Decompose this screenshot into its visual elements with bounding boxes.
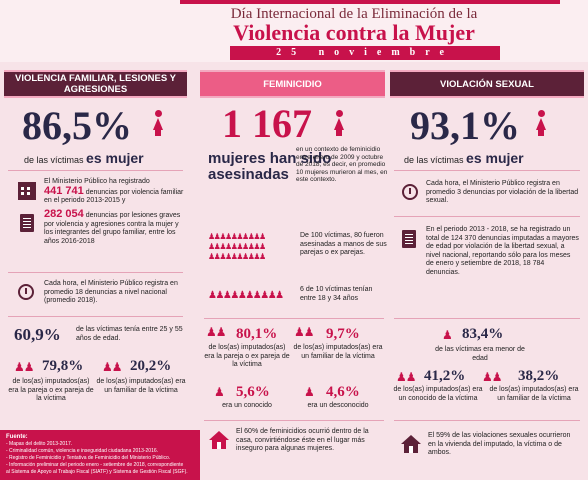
- building-icon: [18, 182, 36, 200]
- divider: [8, 272, 183, 273]
- mp-denuncias-text: El Ministerio Público ha registrado 441 …: [44, 178, 184, 204]
- stat-86-5: 86,5%: [22, 103, 132, 148]
- document-icon: [402, 230, 416, 248]
- divider: [204, 420, 384, 421]
- hora-text: Cada hora, el Ministerio Público registr…: [44, 280, 178, 304]
- column-violacion-sexual: VIOLACIÓN SEXUAL: [390, 70, 584, 98]
- stat-60-9: 60,9%: [14, 325, 61, 344]
- divider: [394, 216, 580, 217]
- age-icon-row: ♟♟♟♟♟♟♟♟♟♟: [208, 290, 284, 301]
- header-title-line1: Día Internacional de la Eliminación de l…: [230, 6, 478, 22]
- people-icon: ♟♟: [206, 325, 226, 339]
- clock-icon: [18, 284, 34, 300]
- column-feminicidio: FEMINICIDIO: [200, 70, 385, 98]
- column-violencia-familiar: VIOLENCIA FAMILIAR, LESIONES Y AGRESIONE…: [4, 70, 187, 98]
- section-band-feminicidio: FEMINICIDIO: [200, 70, 385, 98]
- stat-83-4: 83,4%: [462, 326, 504, 342]
- victims-icon-row: ♟♟♟♟♟♟♟♟♟♟: [208, 232, 266, 241]
- asesinadas-text: en un contexto de feminicidio entre ener…: [296, 146, 388, 183]
- woman-icon: [151, 110, 165, 141]
- people-icon: ♟♟: [294, 325, 314, 339]
- pareja-text: de los(as) imputados(as) era la pareja o…: [8, 378, 94, 402]
- section-band-violacion: VIOLACIÓN SEXUAL: [390, 70, 584, 98]
- stat-80-1: 80,1%: [236, 326, 278, 342]
- conocido-text: era un conocido: [222, 402, 272, 409]
- pareja-text: de los(as) imputados(as) era la pareja o…: [204, 344, 290, 368]
- hora-text: Cada hora, el Ministerio Público registr…: [426, 180, 579, 204]
- stat-9-7: 9,7%: [326, 326, 360, 342]
- home-text: El 60% de feminicidios ocurrió dentro de…: [236, 428, 369, 452]
- sources-footer: Fuente: - Mapas del delito 2013-2017. - …: [0, 430, 200, 480]
- stat-38-2: 38,2%: [518, 368, 560, 384]
- divider: [204, 318, 384, 319]
- people-icon: ♟♟: [396, 370, 416, 384]
- divider: [394, 170, 580, 171]
- of100-text: De 100 víctimas, 80 fueron asesinadas a …: [300, 232, 387, 256]
- divider: [8, 170, 183, 171]
- source-2: - Criminalidad común, violencia e insegu…: [6, 448, 159, 454]
- minor-text: de las víctimas era menor de edad: [435, 346, 525, 362]
- sources-title: Fuente:: [6, 434, 28, 440]
- conocido-text: de los(as) imputados(as) era un conocido…: [393, 386, 483, 402]
- header-accent-bar: [180, 0, 560, 4]
- stat-20-2: 20,2%: [130, 358, 172, 374]
- divider: [8, 316, 183, 317]
- lesiones-text: 282 054 denuncias por lesiones graves po…: [44, 208, 181, 245]
- stat-79-8: 79,8%: [42, 358, 84, 374]
- people-icon: ♟♟: [102, 360, 122, 374]
- of10-text: 6 de 10 víctimas tenían entre 18 y 34 añ…: [300, 286, 373, 302]
- header-title-line2: Violencia contra la Mujer: [233, 20, 475, 45]
- people-icon: ♟: [442, 328, 453, 342]
- woman-icon: [534, 110, 548, 141]
- familiar-text: de los(as) imputados(as) era un familiar…: [96, 378, 186, 394]
- house-icon: [400, 434, 422, 454]
- source-3: - Registro de Feminicidio y Tentativa de…: [6, 455, 171, 461]
- people-icon: ♟: [214, 385, 225, 399]
- victims-icon-row: ♟♟♟♟♟♟♟♟♟♟: [208, 252, 266, 261]
- age-text: de las víctimas tenía entre 25 y 55 años…: [76, 326, 183, 342]
- header-date: 25 noviembre: [230, 46, 500, 60]
- periodo-text: En el periodo 2013 - 2018, se ha registr…: [426, 226, 579, 276]
- victims-label: de las víctimas es mujer: [404, 150, 524, 166]
- source-1: - Mapas del delito 2013-2017.: [6, 441, 73, 447]
- familiar-text: de los(as) imputados(as) era un familiar…: [293, 344, 383, 360]
- house-icon: [208, 430, 230, 450]
- stat-4-6: 4,6%: [326, 384, 360, 400]
- asesinadas-heading: mujeres han sido: [208, 150, 332, 167]
- source-5: al Sistema de Apoyo al Trabajo Fiscal (S…: [6, 469, 188, 475]
- desconocido-text: era un desconocido: [307, 402, 369, 409]
- source-4: - Información preliminar del periodo ene…: [6, 462, 184, 468]
- stat-93-1: 93,1%: [410, 103, 520, 148]
- victims-label: de las víctimas es mujer: [24, 150, 144, 166]
- people-icon: ♟: [304, 385, 315, 399]
- familiar-text: de los(as) imputados(as) era un familiar…: [489, 386, 579, 402]
- clock-icon: [402, 184, 418, 200]
- home-text: El 59% de las violaciones sexuales ocurr…: [428, 432, 571, 456]
- stat-5-6: 5,6%: [236, 384, 270, 400]
- page-header: Día Internacional de la Eliminación de l…: [0, 0, 588, 62]
- document-icon: [20, 214, 34, 232]
- stat-1167: 1 167: [222, 101, 312, 146]
- section-band-violencia: VIOLENCIA FAMILIAR, LESIONES Y AGRESIONE…: [4, 70, 187, 98]
- stat-41-2: 41,2%: [424, 368, 466, 384]
- divider: [394, 318, 580, 319]
- people-icon: ♟♟: [14, 360, 34, 374]
- victims-icon-row: ♟♟♟♟♟♟♟♟♟♟: [208, 242, 266, 251]
- people-icon: ♟♟: [482, 370, 502, 384]
- woman-icon: [332, 110, 346, 141]
- asesinadas-heading-2: asesinadas: [208, 166, 289, 183]
- divider: [394, 420, 580, 421]
